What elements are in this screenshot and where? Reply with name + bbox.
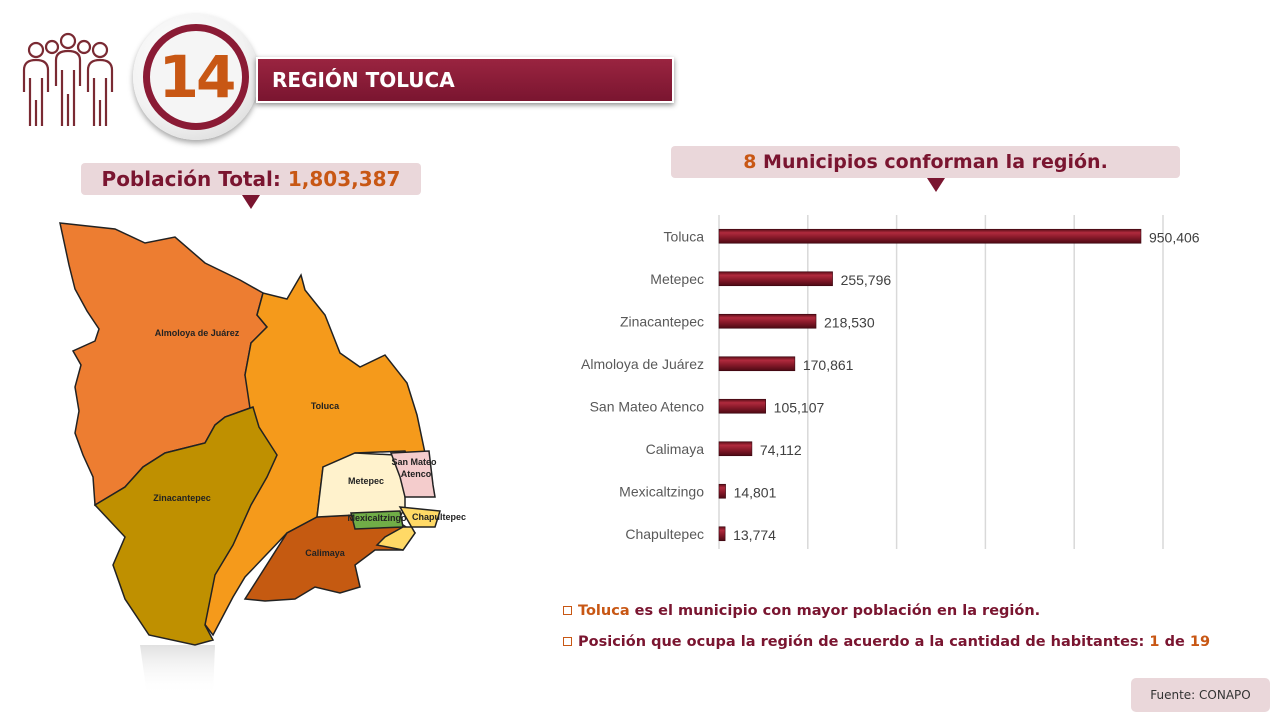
map-region-san-mateo	[389, 450, 436, 498]
note-1-highlight: Toluca	[578, 603, 630, 619]
checkbox-bullet-icon	[563, 637, 572, 646]
chart-value-label: 950,406	[1149, 229, 1200, 245]
chart-bar	[718, 356, 796, 372]
map-label-metepec: Metepec	[348, 476, 384, 486]
chart-category-label: Toluca	[664, 228, 705, 244]
chart-category-label: Mexicaltzingo	[619, 483, 704, 499]
note-2-of: de	[1164, 634, 1185, 650]
region-title-bar	[256, 57, 674, 103]
chart-value-label: 105,107	[774, 399, 825, 415]
chart-bar	[718, 398, 766, 414]
chart-value-label: 14,801	[734, 484, 777, 500]
chart-bar	[718, 313, 817, 329]
chart-value-label: 255,796	[841, 272, 892, 288]
chart-bar	[718, 441, 753, 457]
region-number: 14	[158, 43, 237, 111]
map-label-toluca: Toluca	[311, 401, 340, 411]
map-label-san-mateo-1: San Mateo	[391, 457, 437, 467]
map-label-san-mateo-2: Atenco	[401, 469, 432, 479]
chart-category-label: Zinacantepec	[620, 313, 704, 329]
chart-category-label: Metepec	[650, 271, 704, 287]
region-map: Almoloya de Juárez Toluca Zinacantepec M…	[59, 222, 466, 695]
population-total: Población Total: 1,803,387	[81, 163, 421, 195]
chart-value-label: 13,774	[733, 527, 776, 543]
chart-value-label: 74,112	[760, 442, 802, 458]
municipios-text: Municipios conforman la región.	[763, 151, 1108, 173]
population-label: Población Total:	[101, 167, 281, 191]
source-text: Fuente: CONAPO	[1150, 688, 1251, 702]
municipios-count: 8	[743, 151, 757, 173]
people-group-icon	[22, 32, 114, 126]
map-label-mexicaltzingo: Mexicaltzingo	[347, 513, 407, 523]
population-box	[81, 163, 421, 195]
chart-bar	[718, 483, 726, 499]
municipios-header: 8 Municipios conforman la región.	[671, 146, 1180, 178]
chart-bar	[718, 271, 833, 287]
region-number-ring	[143, 24, 249, 130]
note-2-total: 19	[1189, 634, 1211, 650]
map-label-almoloya: Almoloya de Juárez	[155, 328, 240, 338]
note-region-position: Posición que ocupa la región de acuerdo …	[563, 634, 1210, 650]
map-region-zinacantepec	[93, 406, 278, 646]
map-region-toluca	[189, 273, 431, 637]
chart-bar	[718, 228, 1142, 244]
chart-bar	[718, 526, 726, 542]
region-title: REGIÓN TOLUCA	[272, 68, 455, 92]
checkbox-bullet-icon	[563, 606, 572, 615]
note-2-text: Posición que ocupa la región de acuerdo …	[578, 634, 1145, 650]
map-label-zinacantepec: Zinacantepec	[153, 493, 211, 503]
chart-category-label: Chapultepec	[625, 526, 704, 542]
population-value: 1,803,387	[287, 167, 401, 191]
population-bar-chart: Toluca Metepec Zinacantepec Almoloya de Juá…	[581, 215, 1200, 549]
map-reflection	[140, 645, 215, 695]
chart-category-label: Calimaya	[646, 441, 705, 457]
chart-value-label: 170,861	[803, 357, 854, 373]
map-label-chapultepec: Chapultepec	[412, 512, 466, 522]
chart-value-label: 218,530	[824, 314, 875, 330]
note-2-position: 1	[1149, 634, 1160, 650]
municipios-box	[671, 146, 1180, 178]
municipios-arrow-icon	[927, 178, 945, 192]
population-arrow-icon	[242, 195, 260, 209]
chart-category-label: Almoloya de Juárez	[581, 356, 704, 372]
map-region-chapultepec	[375, 506, 441, 551]
chart-category-label: San Mateo Atenco	[590, 398, 705, 414]
map-label-calimaya: Calimaya	[305, 548, 346, 558]
note-largest-municipality: Toluca es el municipio con mayor poblaci…	[563, 603, 1040, 619]
note-1-text: es el municipio con mayor población en l…	[634, 603, 1041, 619]
source-box	[1131, 678, 1270, 712]
